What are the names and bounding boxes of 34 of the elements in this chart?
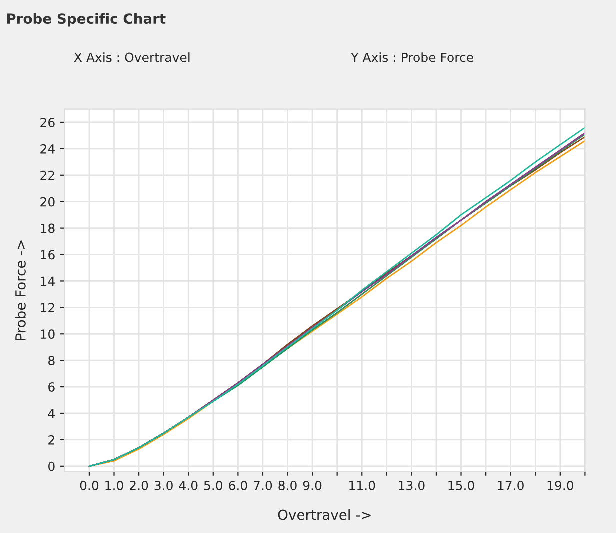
x-tick-label: 6.0 [229,480,248,490]
x-tick-label: 15.0 [448,480,474,490]
chart-title: Probe Specific Chart [7,13,166,27]
x-tick-label: 1.0 [106,480,124,490]
y-tick-label: 14 [41,276,55,286]
y-tick-label: 0 [48,462,55,472]
text: Y Axis : Probe Force [351,52,474,62]
x-tick-label: 9.0 [303,480,322,490]
text: X Axis : Overtravel [74,52,190,62]
y-tick-label: 20 [40,197,55,207]
y-tick-label: 2 [48,435,54,445]
x-tick-label: 7.0 [254,480,272,490]
x-tick-label: 0.0 [80,480,99,490]
y-tick-label: 26 [40,118,55,128]
y-tick-label: 10 [41,330,55,340]
y-tick-label: 24 [40,144,55,154]
y-axis-title: Probe Force -> [15,240,26,340]
x-tick-label: 5.0 [204,480,223,490]
y-tick-label: 16 [41,250,55,260]
x-axis-title: Overtravel -> [278,509,371,520]
y-tick-label: 8 [48,356,55,366]
x-tick-label: 13.0 [399,480,425,490]
x-tick-label: 11.0 [350,480,376,490]
y-tick-label: 18 [41,224,55,234]
x-tick-label: 4.0 [179,480,198,490]
y-tick-label: 4 [48,409,55,418]
x-tick-label: 2.0 [130,480,148,490]
x-tick-label: 8.0 [278,480,297,490]
y-tick-label: 12 [41,303,54,312]
x-tick-label: 17.0 [498,480,524,490]
y-tick-label: 6 [48,382,55,392]
x-tick-label: 19.0 [548,480,574,490]
x-tick-label: 3.0 [154,480,173,490]
y-tick-label: 22 [40,170,54,180]
